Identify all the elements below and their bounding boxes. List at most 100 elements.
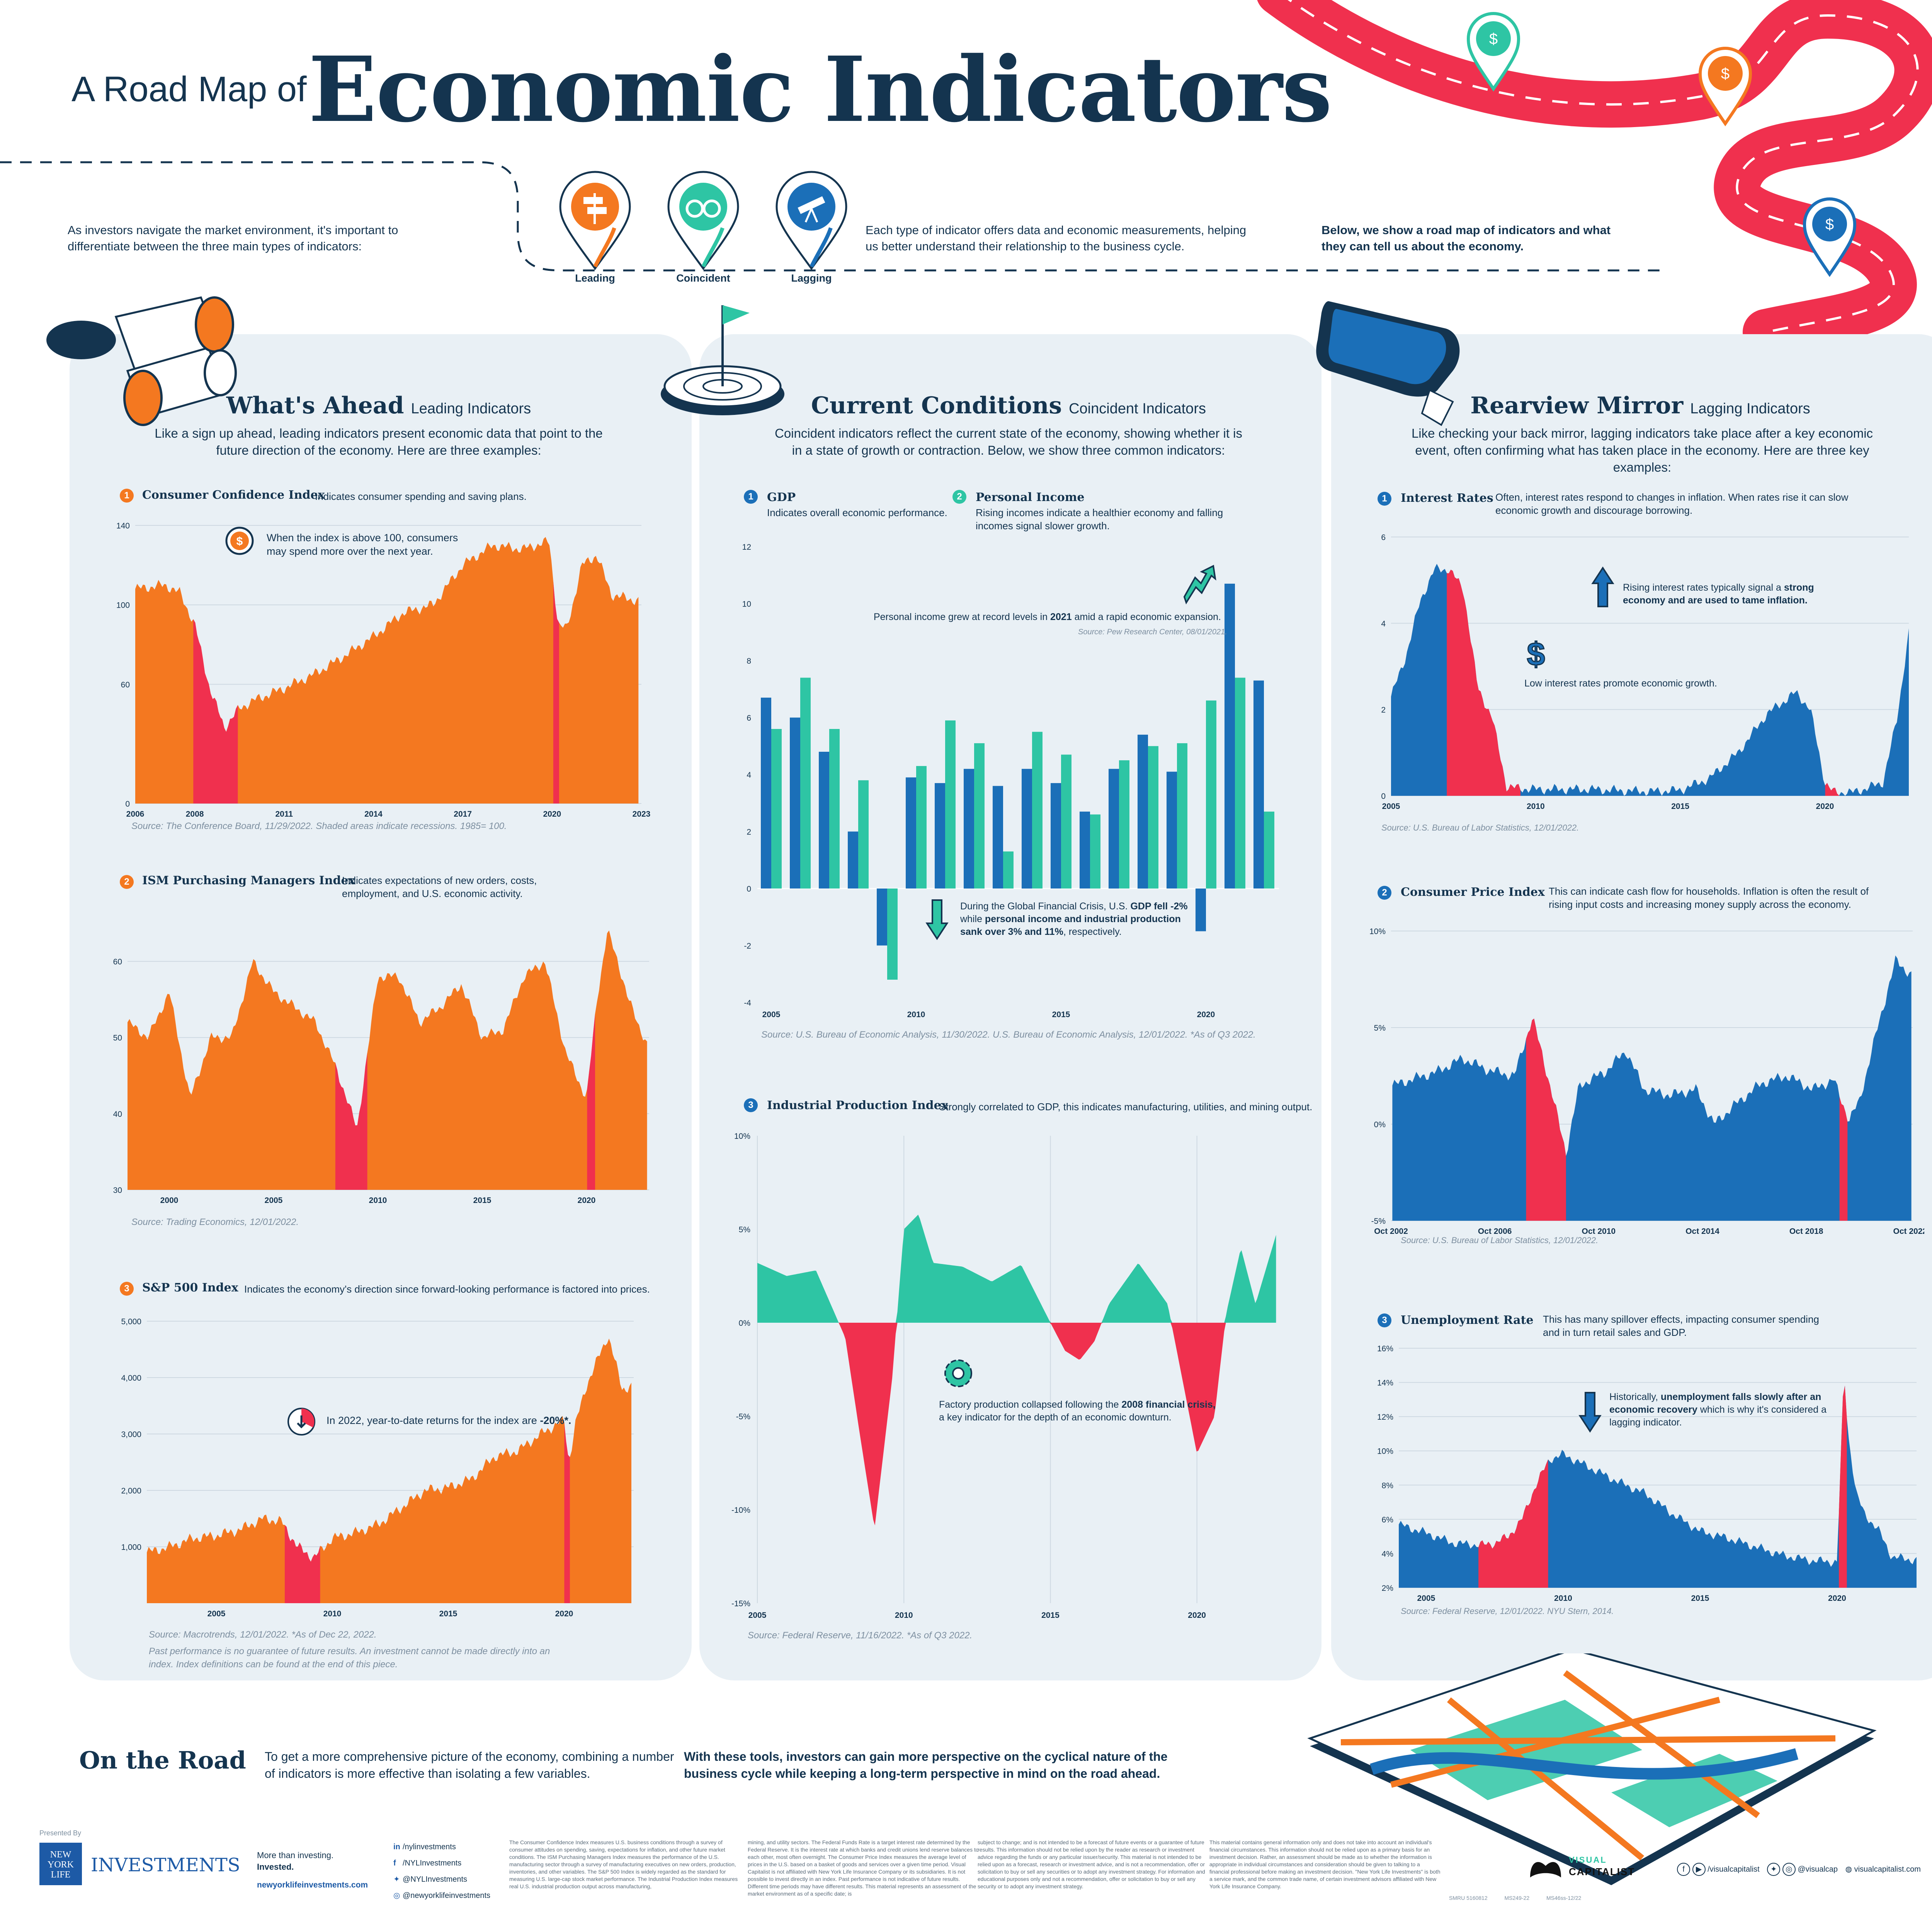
- pi-note-source: Source: Pew Research Center, 08/01/2021.: [1078, 628, 1227, 636]
- y-tick-label: 0: [125, 800, 130, 809]
- binoculars-icon: [667, 171, 739, 270]
- personal-income-bar: [829, 729, 840, 889]
- gear-icon: [944, 1359, 972, 1387]
- recession-area: [1526, 1018, 1566, 1221]
- recession-area: [553, 581, 559, 804]
- x-tick-label: 2020: [1197, 1010, 1215, 1019]
- gdp-bar: [993, 786, 1003, 889]
- road-pin-icon: $: [1698, 47, 1752, 127]
- vc-facebook-icon[interactable]: f: [1677, 1863, 1690, 1876]
- page-title: A Road Map of Economic Indicators: [71, 37, 1332, 142]
- recession-area: [1825, 783, 1839, 796]
- y-tick-label: -15%: [731, 1599, 750, 1608]
- x-tick-label: 2000: [160, 1196, 179, 1205]
- gfc-note: During the Global Financial Crisis, U.S.…: [960, 900, 1192, 938]
- cci-number: 1: [120, 489, 134, 503]
- gdp-bar: [935, 783, 945, 889]
- y-tick-label: 8: [747, 657, 751, 666]
- cpi-chart: -5% 0% 5% 10% Oct 2002 Oct 2006 Oct 2010 Oct 20…: [1369, 927, 1924, 1236]
- x-tick-label: Oct 2002: [1374, 1227, 1408, 1236]
- rates-note1-bold: strong economy and are used to tame infl…: [1623, 582, 1814, 606]
- sp-note: In 2022, year-to-date returns for the in…: [327, 1414, 597, 1427]
- vc-instagram-icon[interactable]: ◎: [1782, 1863, 1796, 1876]
- fine-print-1: The Consumer Confidence Index measures U…: [509, 1839, 738, 1889]
- personal-income-bar: [1032, 732, 1043, 889]
- personal-income-bar: [974, 743, 985, 889]
- ipi-chart: -15% -10% -5% 0% 5% 10% 2005 2010 2015 2020: [731, 1132, 1276, 1620]
- lagging-panel: [1331, 334, 1932, 1680]
- x-tick-label: 2015: [1041, 1611, 1060, 1620]
- rearview-mirror-icon: [1316, 301, 1460, 426]
- y-tick-label: 0: [747, 885, 751, 894]
- pi-title: Personal Income: [976, 491, 1085, 504]
- presented-by: Presented By: [39, 1829, 82, 1837]
- sp-source: Source: Macrotrends, 12/01/2022. *As of …: [149, 1629, 377, 1640]
- vc-social-2[interactable]: @visualcap: [1798, 1865, 1838, 1874]
- y-tick-label: 6%: [1382, 1515, 1393, 1524]
- intro-left: As investors navigate the market environ…: [68, 223, 398, 253]
- y-tick-label: 2%: [1382, 1584, 1393, 1593]
- twitter-link[interactable]: ✦ @NYLInvestments: [393, 1871, 490, 1888]
- unemp-chart: 2% 4% 6% 8% 10% 12% 14% 16% 2005 2010 2015 2020: [1377, 1344, 1917, 1603]
- tagline-1: More than investing.: [257, 1850, 334, 1860]
- leading-title: What's Ahead Leading Indicators: [89, 392, 668, 419]
- series-area: [1391, 564, 1909, 796]
- linkedin-link[interactable]: in/nylinvestments: [393, 1839, 490, 1855]
- personal-income-bar: [1119, 760, 1129, 889]
- x-tick-label: Oct 2010: [1582, 1227, 1616, 1236]
- instagram-link[interactable]: ◎ @newyorklifeinvestments: [393, 1888, 490, 1904]
- sp-desc: Indicates the economy's direction since …: [244, 1283, 650, 1295]
- nyl-logo: NEW YORK LIFE: [39, 1843, 82, 1885]
- y-tick-label: -2: [744, 942, 751, 951]
- growth-area: [757, 1215, 1276, 1323]
- personal-income-bar: [1206, 700, 1216, 889]
- vc-logo-2: CAPITALIST: [1569, 1866, 1635, 1877]
- sp-chart: 1,000 2,000 3,000 4,000 5,000 2005 2010 2015 202…: [121, 1317, 634, 1618]
- coincident-label: Coincident: [676, 272, 730, 284]
- rates-source: Source: U.S. Bureau of Labor Statistics,…: [1381, 823, 1579, 832]
- y-tick-label: 10%: [1377, 1447, 1393, 1456]
- vc-twitter-icon[interactable]: ✦: [1767, 1863, 1781, 1876]
- personal-income-bar: [916, 766, 927, 889]
- linkedin-icon: in: [393, 1843, 400, 1851]
- personal-income-bar: [1061, 754, 1071, 889]
- x-tick-label: 2015: [1671, 802, 1689, 811]
- y-tick-label: 140: [116, 522, 130, 530]
- vc-social-1[interactable]: /visualcapitalist: [1708, 1865, 1760, 1874]
- cpi-number: 2: [1378, 886, 1391, 900]
- y-tick-label: 50: [113, 1034, 122, 1043]
- cci-source: Source: The Conference Board, 11/29/2022…: [131, 821, 507, 831]
- pi-number: 2: [952, 490, 966, 504]
- y-tick-label: -4: [744, 999, 751, 1007]
- leading-desc: Like a sign up ahead, leading indicators…: [155, 426, 603, 457]
- twitter-icon: ✦: [393, 1875, 400, 1884]
- facebook-link[interactable]: f/NYLInvestments: [393, 1855, 490, 1871]
- x-tick-label: 2023: [633, 810, 651, 819]
- x-tick-label: 2015: [1052, 1010, 1070, 1019]
- gdp-bar: [790, 717, 800, 889]
- gfc-text-1: During the Global Financial Crisis, U.S.: [960, 901, 1131, 912]
- pi-note-bold: 2021: [1050, 612, 1072, 622]
- y-tick-label: 60: [121, 680, 130, 689]
- vc-youtube-icon[interactable]: ▶: [1692, 1863, 1706, 1876]
- recession-area: [564, 1422, 570, 1603]
- gdp-chart: -4 -2 0 2 4 6 8 10 12 2005 2010 2015 2020: [742, 543, 1279, 1019]
- x-tick-label: 2010: [323, 1609, 342, 1618]
- series-area: [1392, 955, 1912, 1221]
- nyl-site-link[interactable]: newyorklifeinvestments.com: [257, 1881, 368, 1889]
- x-tick-label: 2020: [1188, 1611, 1206, 1620]
- leading-pin: Leading: [556, 170, 641, 284]
- gdp-bar: [1022, 769, 1032, 889]
- gdp-bar: [1080, 811, 1090, 889]
- x-tick-label: 2006: [126, 810, 145, 819]
- rates-note-2: Low interest rates promote economic grow…: [1524, 678, 1717, 689]
- lagging-desc: Like checking your back mirror, lagging …: [1411, 426, 1873, 474]
- rates-note-1: Rising interest rates typically signal a…: [1623, 581, 1824, 607]
- y-tick-label: 1,000: [121, 1543, 141, 1552]
- ipi-note: Factory production collapsed following t…: [939, 1398, 1217, 1424]
- vc-site[interactable]: visualcapitalist.com: [1854, 1865, 1921, 1874]
- tagline-2: Invested.: [257, 1862, 294, 1872]
- gdp-bar: [848, 831, 858, 889]
- y-tick-label: 8%: [1382, 1481, 1393, 1490]
- gdp-bar: [761, 697, 771, 889]
